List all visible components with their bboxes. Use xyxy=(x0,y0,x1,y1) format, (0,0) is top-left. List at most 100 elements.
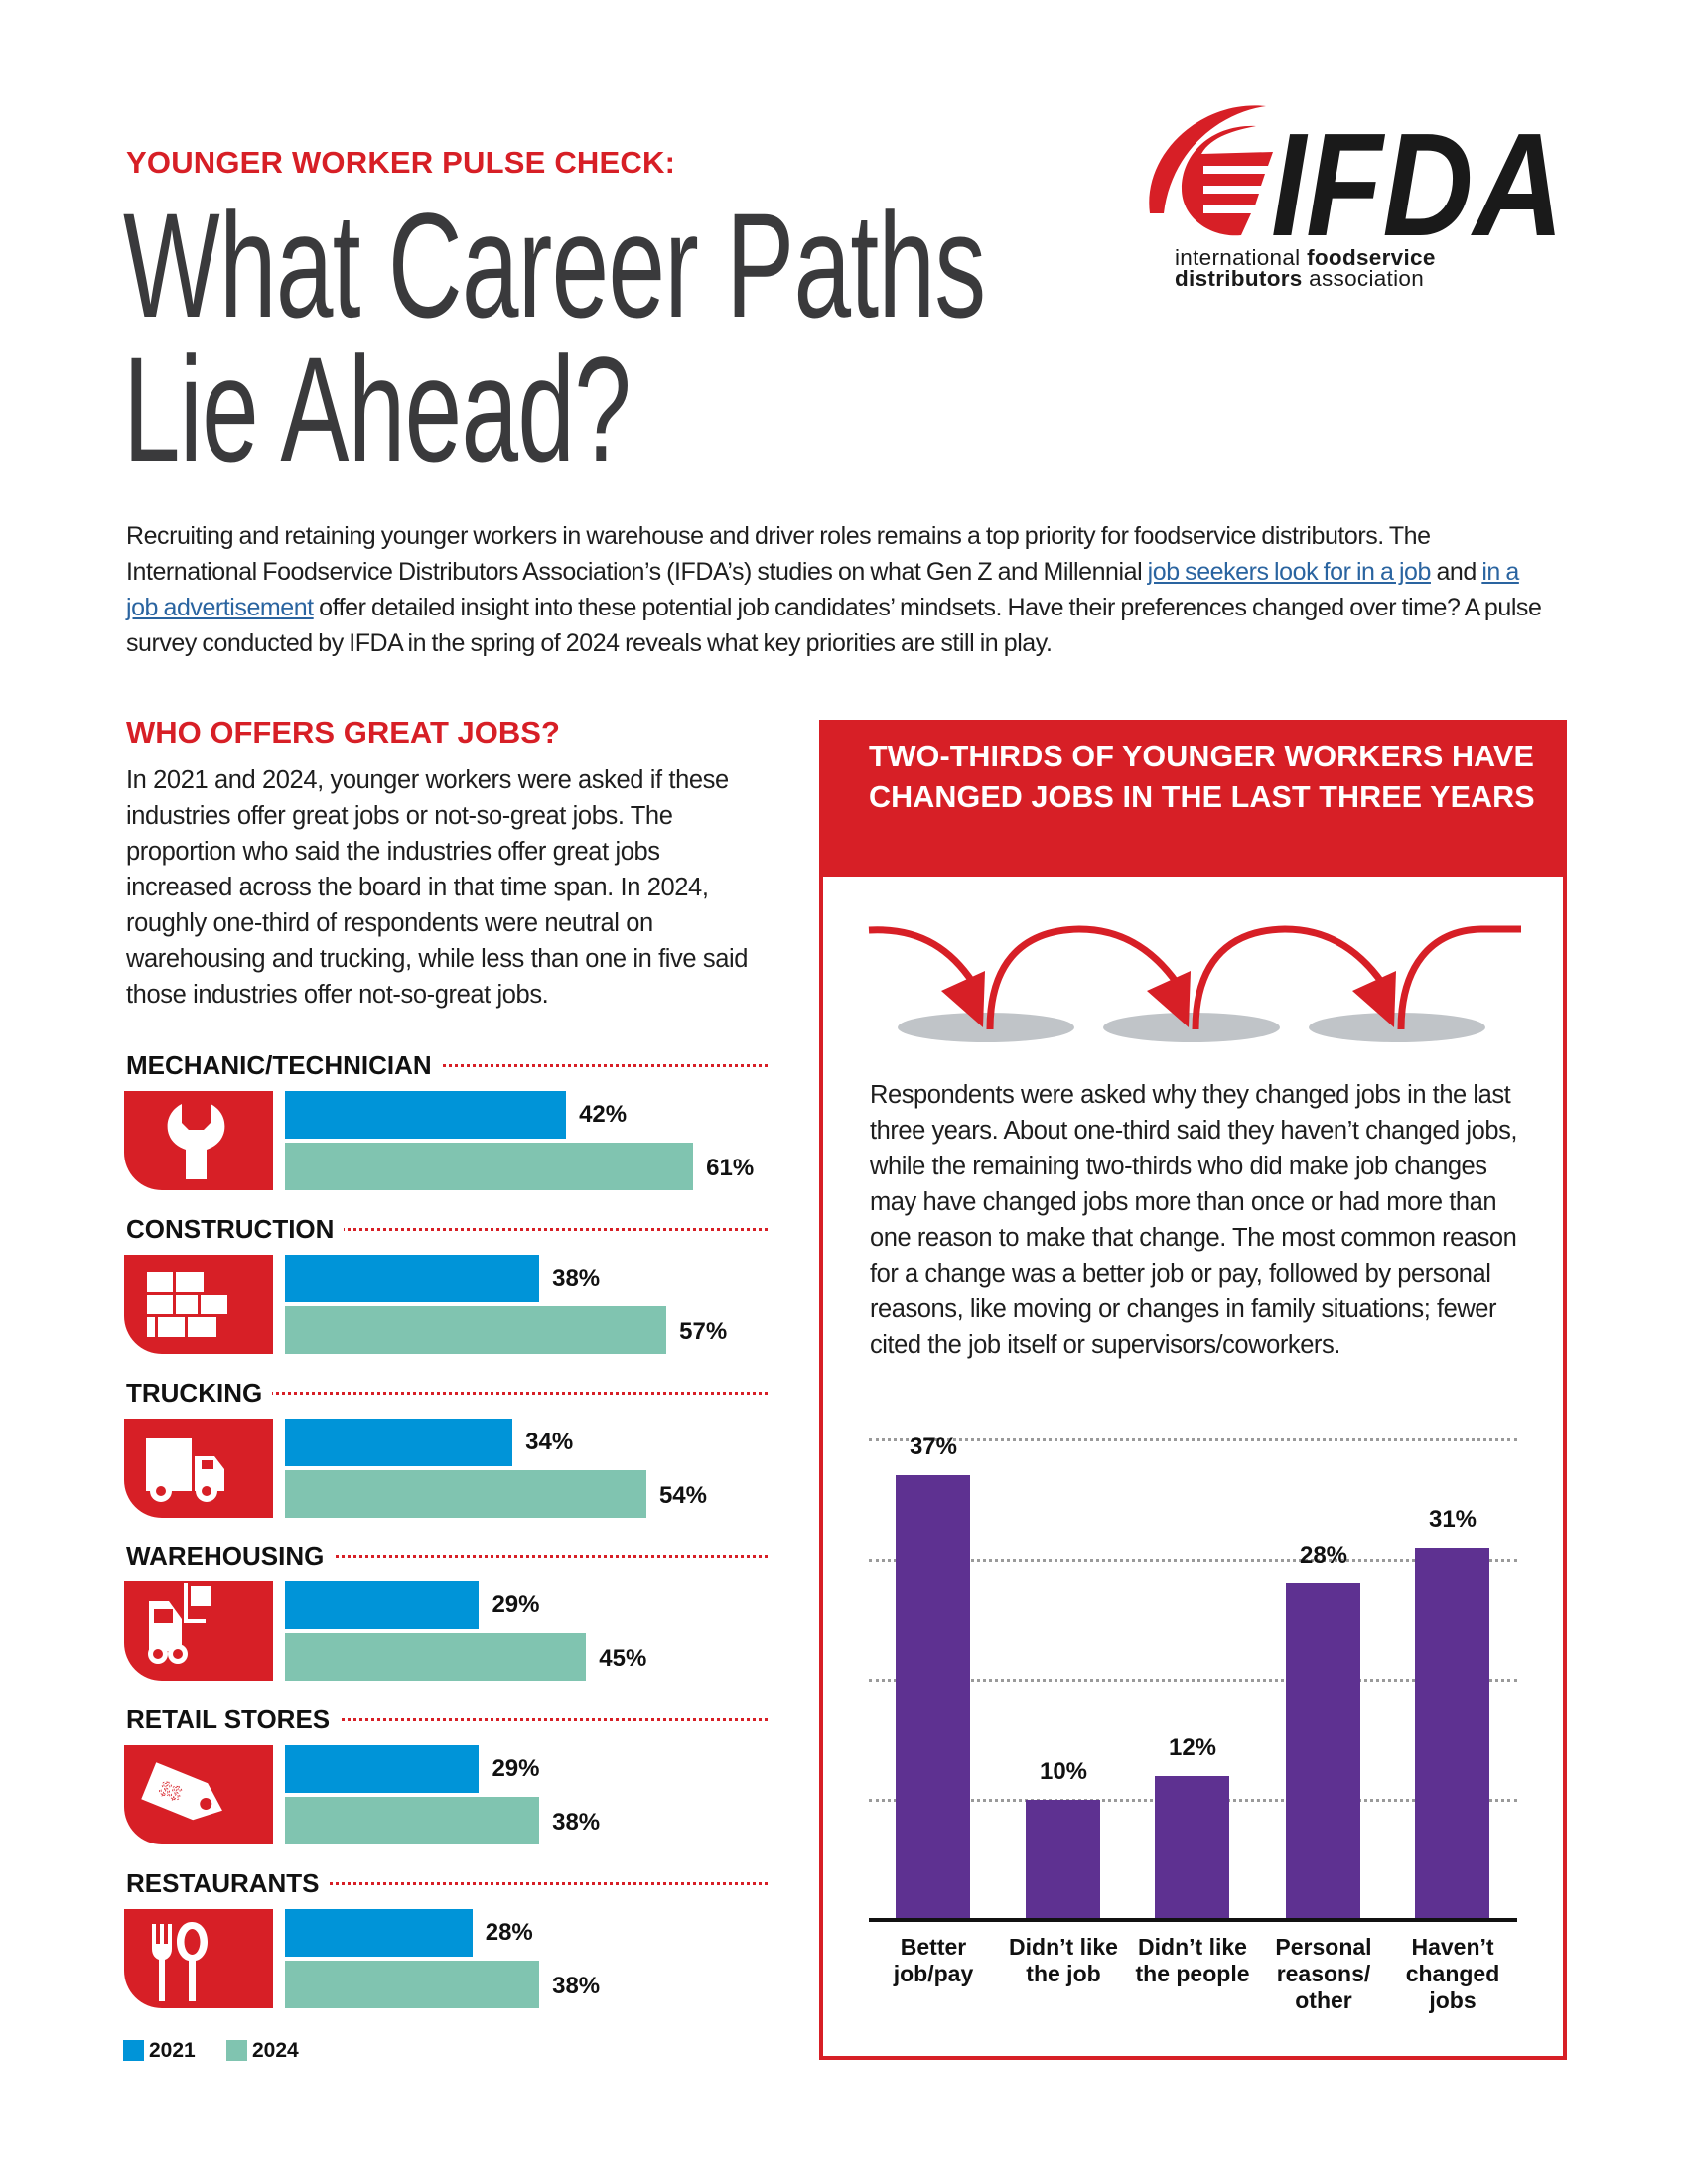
dotted-rule xyxy=(126,1227,768,1231)
logo-tagline-line-1: international foodservice xyxy=(1175,245,1436,270)
gridline-40 xyxy=(869,1438,1517,1441)
page-title-line-2: Lie Ahead? xyxy=(123,326,632,492)
logo-word-international: international xyxy=(1175,245,1301,270)
bar-2024 xyxy=(285,1797,540,1845)
forklift-icon-tile xyxy=(124,1581,273,1682)
price-tag-icon-tile: $$ xyxy=(124,1745,273,1845)
value-2021: 34% xyxy=(525,1428,574,1455)
dotted-rule xyxy=(126,1391,768,1395)
reason-label-line: jobs xyxy=(1429,1987,1477,2013)
reason-value: 10% xyxy=(1039,1758,1088,1785)
bar-2021 xyxy=(285,1745,480,1794)
reason-value: 37% xyxy=(909,1433,958,1461)
industry-label: WAREHOUSING xyxy=(126,1541,335,1571)
job-change-paragraph: Respondents were asked why they changed … xyxy=(870,1081,1518,1359)
bar-2024 xyxy=(285,1143,694,1190)
reason-bar xyxy=(1026,1800,1100,1920)
great-jobs-paragraph: In 2021 and 2024, younger workers were a… xyxy=(126,766,749,1009)
value-2021: 29% xyxy=(492,1755,540,1783)
dotted-rule xyxy=(126,1718,768,1722)
reason-bar xyxy=(1286,1583,1360,1920)
logo-word-foodservice: foodservice xyxy=(1307,245,1436,270)
value-2024: 54% xyxy=(658,1481,707,1509)
industry-label: TRUCKING xyxy=(126,1377,273,1408)
fork-spoon-icon-tile xyxy=(124,1909,273,2008)
reason-label-line: the people xyxy=(1135,1961,1250,1986)
ifda-swoosh-icon: IFDA xyxy=(1149,103,1564,243)
reason-label-line: the job xyxy=(1026,1961,1101,1986)
panel-title: TWO-THIRDS OF YOUNGER WORKERS HAVE CHANG… xyxy=(869,740,1535,814)
gridline-30 xyxy=(869,1559,1517,1562)
reason-label-line: Better xyxy=(900,1934,967,1960)
value-2021: 42% xyxy=(579,1101,628,1128)
logo-word-association: association xyxy=(1309,266,1425,291)
wrench-icon-tile xyxy=(124,1091,273,1190)
reason-label-line: other xyxy=(1295,1987,1352,2013)
reason-bar xyxy=(1415,1547,1489,1920)
dotted-rule xyxy=(126,1882,768,1885)
job-seekers-link[interactable]: job seekers look for in a job xyxy=(1147,558,1432,586)
reason-bar xyxy=(1155,1775,1229,1920)
reason-label: Haven’t changed jobs xyxy=(1388,1934,1517,2014)
job-hopping-arrows-icon xyxy=(868,925,1521,1042)
dotted-rule xyxy=(126,1555,768,1559)
legend-label-2024: 2024 xyxy=(252,2039,299,2062)
panel-header xyxy=(819,720,1567,877)
bar-2024 xyxy=(285,1305,667,1354)
legend-swatch-2021 xyxy=(123,2040,144,2061)
section-heading-great-jobs: WHO OFFERS GREAT JOBS? xyxy=(126,715,560,750)
value-2024: 45% xyxy=(599,1645,647,1673)
logo-letters: IFDA xyxy=(1271,103,1564,243)
industry-label: RETAIL STORES xyxy=(126,1705,341,1735)
bar-2021 xyxy=(285,1418,513,1466)
intro-text-3: offer detailed insight into these potent… xyxy=(126,594,1542,657)
reason-label: Didn’t like the job xyxy=(999,1934,1128,1987)
reason-label-line: Didn’t like xyxy=(1138,1934,1247,1960)
logo-tagline-line-2: distributors association xyxy=(1175,266,1425,291)
industry-label: MECHANIC/TECHNICIAN xyxy=(126,1050,442,1080)
reason-label-line: Haven’t xyxy=(1411,1934,1494,1960)
bar-2021 xyxy=(285,1091,567,1139)
industry-label: RESTAURANTS xyxy=(126,1868,330,1898)
legend-label-2021: 2021 xyxy=(149,2039,196,2062)
intro-text-1: Recruiting and retaining younger workers… xyxy=(126,522,1431,586)
job-advertisement-link[interactable]: in a job advertisement xyxy=(126,558,1519,621)
reason-label-line: job/pay xyxy=(893,1961,974,1986)
reason-label: Didn’t like the people xyxy=(1128,1934,1257,1987)
gridline-20 xyxy=(869,1679,1517,1682)
logo-word-distributors: distributors xyxy=(1175,266,1303,291)
reason-label-line: reasons/ xyxy=(1276,1961,1371,1986)
value-2024: 38% xyxy=(552,1973,601,1999)
reason-label-line: Personal xyxy=(1275,1934,1372,1960)
reason-label-line: Didn’t like xyxy=(1009,1934,1118,1960)
bar-2024 xyxy=(285,1633,587,1682)
reason-label-line: changed xyxy=(1405,1961,1500,1986)
reason-value: 28% xyxy=(1299,1542,1348,1570)
reason-label: Personal reasons/other xyxy=(1259,1934,1388,2014)
value-2024: 38% xyxy=(552,1809,601,1837)
value-2021: 38% xyxy=(552,1264,601,1292)
industry-label: CONSTRUCTION xyxy=(126,1213,345,1244)
value-2021: 29% xyxy=(492,1591,540,1619)
kicker-heading: YOUNGER WORKER PULSE CHECK: xyxy=(126,145,676,180)
ifda-logo: IFDA international foodservice distribut… xyxy=(1142,94,1569,293)
reason-label: Better job/pay xyxy=(869,1934,998,1987)
bar-2024 xyxy=(285,1469,646,1518)
bar-2021 xyxy=(285,1909,473,1957)
dotted-rule xyxy=(126,1064,768,1067)
bricks-icon-tile xyxy=(124,1254,273,1354)
intro-text-2: and xyxy=(1430,558,1482,586)
reason-bar xyxy=(896,1475,970,1920)
reason-value: 31% xyxy=(1428,1505,1477,1533)
value-2024: 57% xyxy=(679,1317,728,1345)
legend-swatch-2024 xyxy=(226,2040,247,2061)
truck-icon-tile xyxy=(124,1418,273,1518)
page-title-line-1: What Career Paths xyxy=(123,182,986,348)
value-2021: 28% xyxy=(485,1919,533,1946)
value-2024: 61% xyxy=(706,1155,755,1181)
chart-baseline xyxy=(869,1918,1517,1922)
bar-2021 xyxy=(285,1254,540,1302)
reason-value: 12% xyxy=(1168,1733,1217,1761)
intro-paragraph: Recruiting and retaining younger workers… xyxy=(126,518,1556,661)
bar-2021 xyxy=(285,1581,480,1630)
